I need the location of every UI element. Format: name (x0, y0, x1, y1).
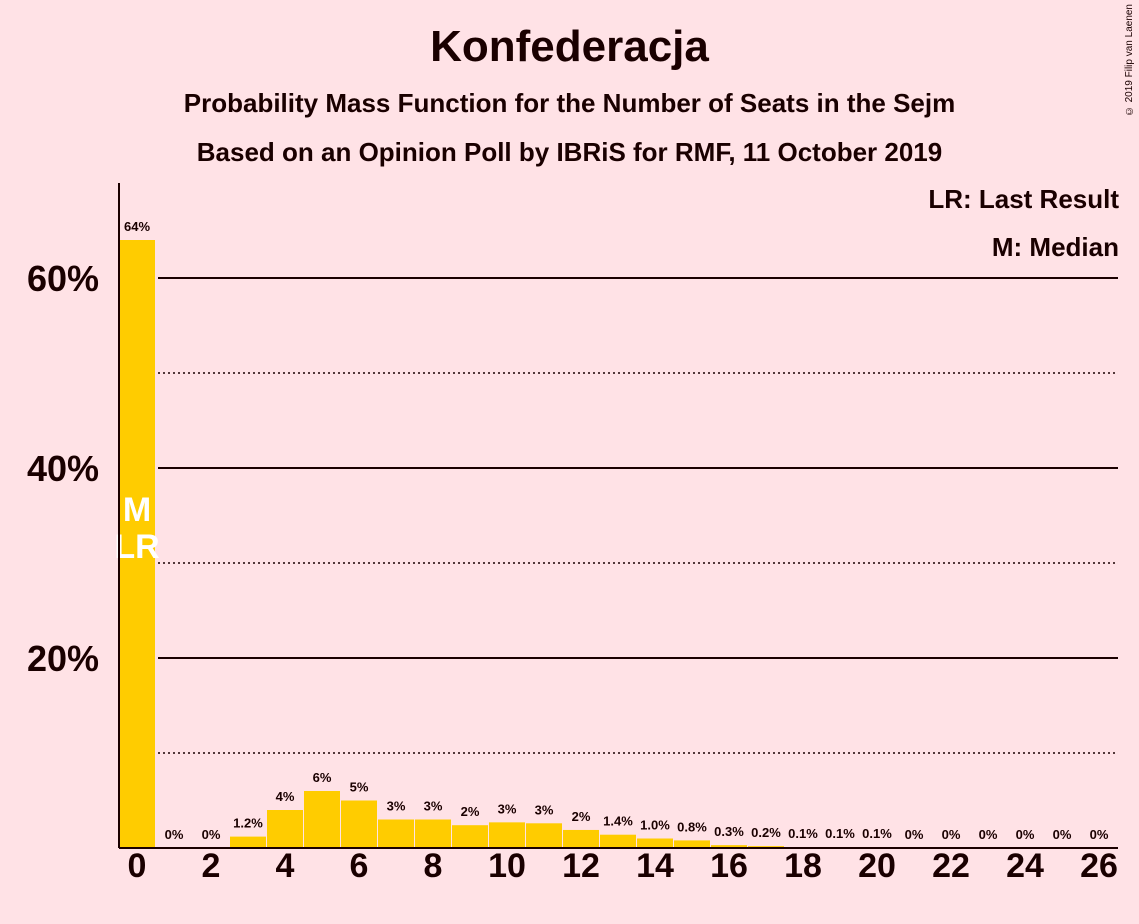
bar-value-label: 0% (905, 827, 924, 842)
legend-last-result: LR: Last Result (928, 184, 1119, 214)
bar-value-label: 3% (387, 799, 406, 814)
bar (341, 800, 377, 848)
bar-value-label: 0% (165, 827, 184, 842)
bar-value-label: 0.3% (714, 824, 744, 839)
y-tick-label: 60% (27, 258, 99, 299)
x-tick-label: 12 (562, 847, 600, 885)
bar (415, 819, 451, 848)
bar (452, 825, 488, 848)
bar (230, 836, 266, 848)
median-marker: M (123, 491, 151, 529)
bar (119, 240, 155, 848)
y-tick-label: 20% (27, 638, 99, 679)
bar-value-label: 1.2% (233, 816, 263, 831)
x-tick-label: 6 (350, 847, 369, 885)
legend-median: M: Median (991, 232, 1119, 262)
bar-value-label: 2% (572, 809, 591, 824)
x-tick-label: 18 (784, 847, 822, 885)
bar-value-label: 1.4% (603, 814, 633, 829)
bar-value-label: 2% (461, 804, 480, 819)
bar-value-label: 0% (1090, 827, 1109, 842)
bar (600, 834, 636, 848)
bar-value-label: 6% (313, 770, 332, 785)
bar-value-label: 0.1% (825, 826, 855, 841)
bar-value-label: 0.8% (677, 819, 707, 834)
x-tick-label: 4 (276, 847, 295, 885)
bar-value-label: 4% (276, 789, 295, 804)
bar (563, 829, 599, 848)
x-tick-label: 14 (636, 847, 674, 885)
bar-value-label: 0.1% (788, 826, 818, 841)
bar-value-label: 0% (202, 827, 221, 842)
bar (711, 845, 747, 848)
bar (526, 823, 562, 848)
bar-value-label: 0.2% (751, 825, 781, 840)
bar-value-label: 0% (942, 827, 961, 842)
bar-value-label: 0% (1053, 827, 1072, 842)
bar (378, 819, 414, 848)
y-tick-label: 40% (27, 448, 99, 489)
bar-value-label: 3% (535, 802, 554, 817)
chart-subtitle: Probability Mass Function for the Number… (183, 88, 956, 118)
bar-value-label: 64% (124, 219, 150, 234)
bar-value-label: 5% (350, 780, 369, 795)
bar-value-label: 1.0% (640, 818, 670, 833)
chart-title: Konfederacja (430, 22, 709, 71)
bar-value-label: 3% (498, 801, 517, 816)
x-tick-label: 26 (1080, 847, 1118, 885)
bar-value-label: 3% (424, 799, 443, 814)
x-tick-label: 10 (488, 847, 526, 885)
bar (304, 791, 340, 848)
bar (637, 838, 673, 848)
x-tick-label: 0 (128, 847, 147, 885)
x-tick-label: 22 (932, 847, 970, 885)
bar (674, 840, 710, 848)
x-tick-label: 2 (202, 847, 221, 885)
bar-value-label: 0% (1016, 827, 1035, 842)
last-result-marker: LR (114, 528, 159, 566)
x-tick-label: 20 (858, 847, 896, 885)
x-tick-label: 16 (710, 847, 748, 885)
bar-value-label: 0.1% (862, 826, 892, 841)
bar-value-label: 0% (979, 827, 998, 842)
bar (489, 822, 525, 848)
x-tick-label: 24 (1006, 847, 1044, 885)
chart-source-subtitle: Based on an Opinion Poll by IBRiS for RM… (196, 137, 943, 167)
x-tick-label: 8 (424, 847, 443, 885)
bar (267, 810, 303, 848)
